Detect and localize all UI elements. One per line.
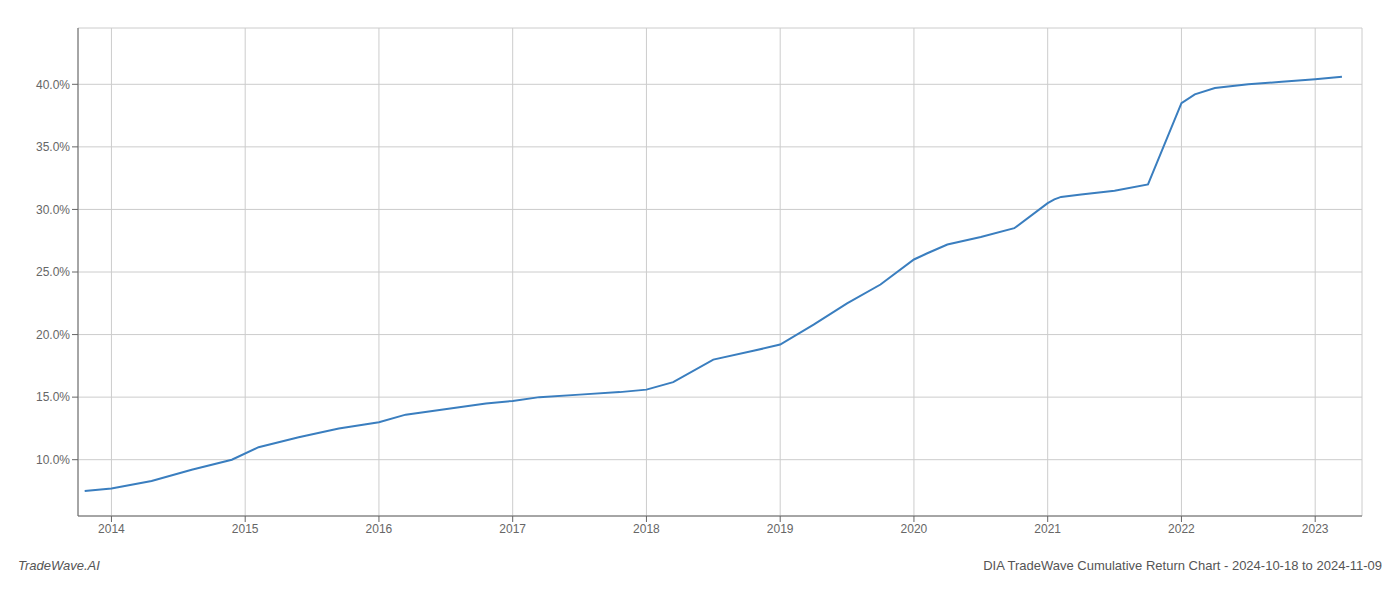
svg-text:2023: 2023: [1302, 522, 1329, 536]
svg-text:40.0%: 40.0%: [36, 78, 70, 92]
svg-text:25.0%: 25.0%: [36, 265, 70, 279]
svg-text:2019: 2019: [767, 522, 794, 536]
svg-text:2014: 2014: [98, 522, 125, 536]
html-text:TradeWave.AI: TradeWave.AI: [18, 558, 100, 573]
html-text:DIA TradeWave Cumulative Retur: DIA TradeWave Cumulative Return Chart - …: [983, 558, 1382, 573]
svg-text:2022: 2022: [1168, 522, 1195, 536]
svg-text:2021: 2021: [1034, 522, 1061, 536]
svg-text:15.0%: 15.0%: [36, 390, 70, 404]
svg-text:2017: 2017: [499, 522, 526, 536]
svg-text:35.0%: 35.0%: [36, 140, 70, 154]
svg-text:20.0%: 20.0%: [36, 328, 70, 342]
svg-text:2015: 2015: [232, 522, 259, 536]
svg-text:10.0%: 10.0%: [36, 453, 70, 467]
svg-text:2018: 2018: [633, 522, 660, 536]
svg-text:30.0%: 30.0%: [36, 203, 70, 217]
svg-text:2020: 2020: [901, 522, 928, 536]
svg-text:2016: 2016: [366, 522, 393, 536]
